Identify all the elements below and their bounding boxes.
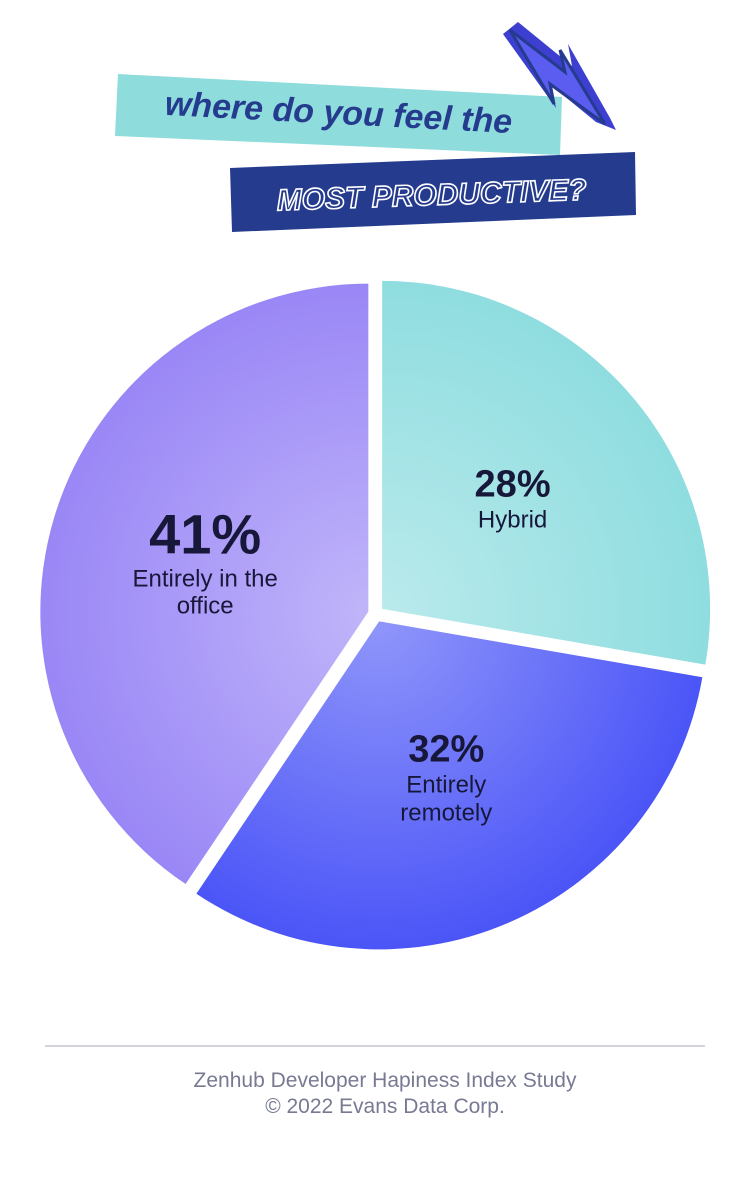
pie-slice <box>40 283 369 885</box>
category-label: Hybrid <box>477 506 548 534</box>
slice-label: 32% Entirely remotely <box>371 728 521 827</box>
pie-slice <box>196 621 703 950</box>
pie-slice <box>382 280 711 665</box>
category-label: Entirely in the office <box>132 565 278 620</box>
slice-label: 28% Hybrid <box>438 463 588 534</box>
category-label: Entirely remotely <box>400 771 493 827</box>
title-band <box>115 74 562 155</box>
value-label: 32% <box>408 728 485 771</box>
source-note: Zenhub Developer Hapiness Index Study © … <box>193 1069 577 1119</box>
subtitle-band <box>230 152 636 232</box>
header: where do you feel the MOST PRODUCTIVE? <box>115 22 636 232</box>
lightning-icon <box>508 28 607 126</box>
slice-label: 41% Entirely in the office <box>130 504 280 621</box>
value-label: 41% <box>149 502 262 566</box>
value-label: 28% <box>474 463 551 506</box>
